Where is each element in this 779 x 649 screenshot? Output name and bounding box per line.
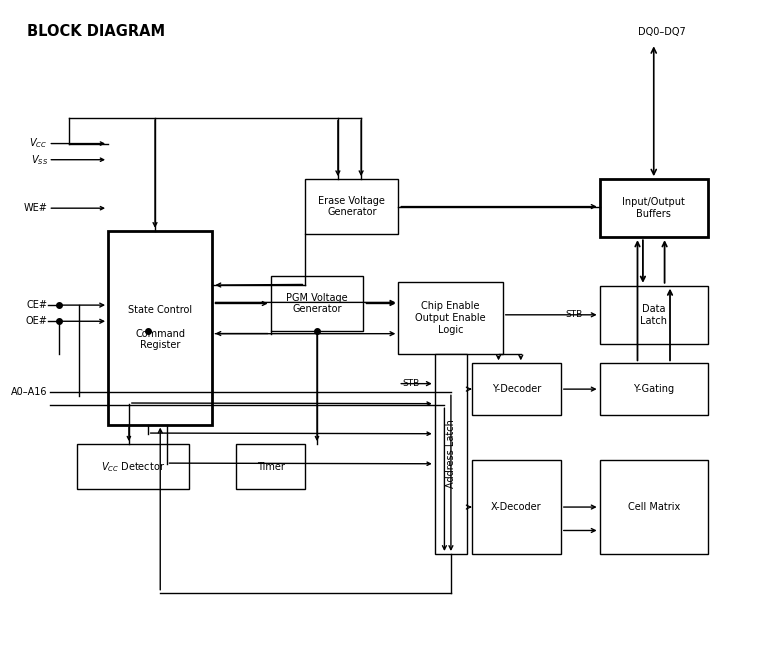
Text: Y-Decoder: Y-Decoder xyxy=(492,384,541,394)
Text: Y-Gating: Y-Gating xyxy=(633,384,675,394)
Text: Address Latch: Address Latch xyxy=(446,419,456,488)
Text: STB: STB xyxy=(566,310,583,319)
Bar xyxy=(398,282,502,354)
Text: Timer: Timer xyxy=(256,461,284,472)
Bar xyxy=(305,179,398,234)
Text: WE#: WE# xyxy=(23,203,48,213)
Bar xyxy=(236,444,305,489)
Text: DQ0–DQ7: DQ0–DQ7 xyxy=(638,27,686,37)
Text: Erase Voltage
Generator: Erase Voltage Generator xyxy=(319,196,386,217)
Bar xyxy=(600,460,708,554)
Bar xyxy=(270,276,364,331)
Text: Cell Matrix: Cell Matrix xyxy=(628,502,680,512)
Text: PGM Voltage
Generator: PGM Voltage Generator xyxy=(286,293,347,314)
Text: $V_{CC}$: $V_{CC}$ xyxy=(30,137,48,151)
Bar xyxy=(77,444,189,489)
Text: A0–A16: A0–A16 xyxy=(11,387,48,397)
Text: OE#: OE# xyxy=(26,316,48,326)
Text: $V_{SS}$: $V_{SS}$ xyxy=(30,153,48,167)
Bar xyxy=(435,354,467,554)
Text: BLOCK DIAGRAM: BLOCK DIAGRAM xyxy=(26,24,165,39)
Bar xyxy=(600,286,708,344)
Text: $V_{CC}$ Detector: $V_{CC}$ Detector xyxy=(101,459,165,474)
Bar xyxy=(472,460,561,554)
Text: CE#: CE# xyxy=(26,300,48,310)
Text: Chip Enable
Output Enable
Logic: Chip Enable Output Enable Logic xyxy=(415,301,486,335)
Bar xyxy=(600,363,708,415)
Bar xyxy=(108,231,213,424)
Bar xyxy=(600,179,708,238)
Text: Data
Latch: Data Latch xyxy=(640,304,668,326)
Bar xyxy=(472,363,561,415)
Text: Input/Output
Buffers: Input/Output Buffers xyxy=(622,197,686,219)
Text: X-Decoder: X-Decoder xyxy=(491,502,541,512)
Text: State Control

Command
Register: State Control Command Register xyxy=(129,305,192,350)
Text: STB: STB xyxy=(402,379,419,388)
